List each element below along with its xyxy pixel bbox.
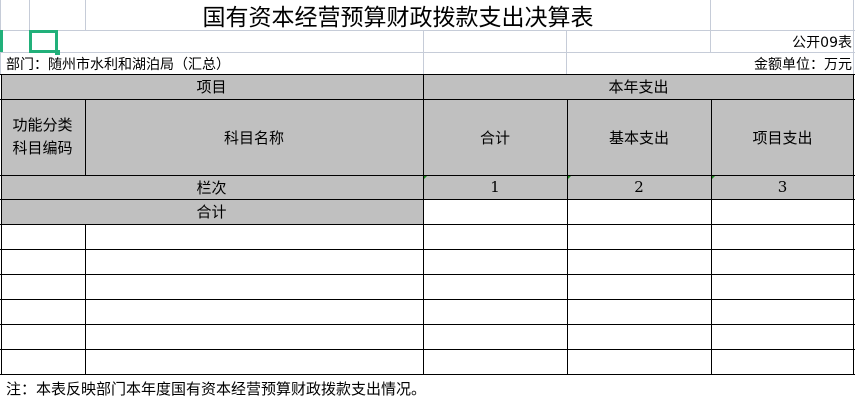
unit-label: 金额单位：万元 xyxy=(754,57,852,73)
department-label: 部门：随州市水利和湖泊局（汇总） xyxy=(6,57,230,73)
header-subject-name: 科目名称 xyxy=(223,128,284,147)
selected-cell[interactable] xyxy=(29,30,58,53)
column-index-label: 栏次 xyxy=(196,178,227,197)
report-title: 国有资本经营预算财政拨款支出决算表 xyxy=(202,5,594,31)
footnote: 注：本表反映部门本年度国有资本经营预算财政拨款支出情况。 xyxy=(6,380,427,398)
column-index-2: 2 xyxy=(634,178,644,196)
header-basic: 基本支出 xyxy=(608,128,669,147)
header-item: 项目 xyxy=(196,78,227,96)
total-row-label: 合计 xyxy=(196,203,227,221)
fill-handle[interactable] xyxy=(55,50,60,55)
header-total: 合计 xyxy=(479,128,510,147)
column-index-1: 1 xyxy=(490,178,500,196)
column-index-3: 3 xyxy=(777,178,788,196)
header-project: 项目支出 xyxy=(752,128,813,147)
row-selection-marker xyxy=(0,30,3,52)
header-current-year: 本年支出 xyxy=(608,78,669,96)
header-func-code: 功能分类 科目编码 xyxy=(12,116,73,157)
form-code: 公开09表 xyxy=(792,35,852,51)
